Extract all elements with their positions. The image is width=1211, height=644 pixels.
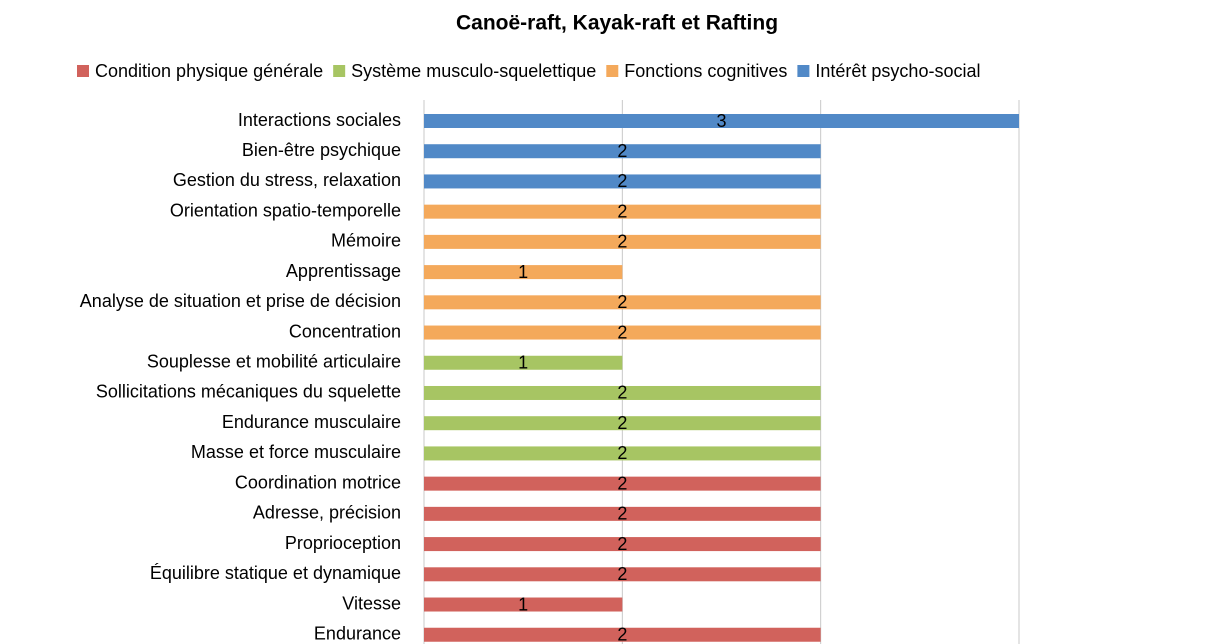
data-label: 2 <box>617 171 627 191</box>
data-label: 2 <box>617 413 627 433</box>
y-tick-label: Endurance musculaire <box>222 412 401 432</box>
data-label: 2 <box>617 292 627 312</box>
y-tick-label: Interactions sociales <box>238 110 401 130</box>
y-tick-label: Coordination motrice <box>235 472 401 492</box>
data-label: 2 <box>617 504 627 524</box>
legend-swatch <box>797 65 810 77</box>
y-tick-label: Adresse, précision <box>253 503 401 523</box>
y-tick-label: Analyse de situation et prise de décisio… <box>80 291 401 311</box>
bar <box>424 385 821 400</box>
bar <box>424 114 1019 128</box>
data-label: 2 <box>617 201 627 221</box>
bar <box>424 144 821 159</box>
y-tick-label: Sollicitations mécaniques du squelette <box>96 382 401 402</box>
y-tick-label: Concentration <box>289 321 401 341</box>
y-tick-label: Mémoire <box>331 231 401 251</box>
y-tick-label: Endurance <box>314 623 401 643</box>
bar <box>424 204 821 219</box>
data-label: 2 <box>617 624 627 644</box>
bar <box>424 325 821 340</box>
legend-label: Fonctions cognitives <box>624 61 787 81</box>
data-label: 3 <box>716 111 726 131</box>
y-tick-label: Bien-être psychique <box>242 140 401 160</box>
data-label: 2 <box>617 322 627 342</box>
bar <box>424 476 821 491</box>
y-tick-label: Masse et force musculaire <box>191 442 401 462</box>
legend-swatch <box>333 65 346 77</box>
data-label: 2 <box>617 534 627 554</box>
data-label: 2 <box>617 232 627 252</box>
legend-label: Condition physique générale <box>95 61 323 81</box>
y-tick-label: Proprioception <box>285 533 401 553</box>
data-label: 1 <box>518 262 528 282</box>
legend-label: Intérêt psycho-social <box>815 61 980 81</box>
bar <box>424 234 821 249</box>
bar <box>424 506 821 521</box>
bar <box>424 537 821 552</box>
y-tick-label: Orientation spatio-temporelle <box>170 200 401 220</box>
data-label: 2 <box>617 141 627 161</box>
bar <box>424 597 623 612</box>
data-label: 1 <box>518 353 528 373</box>
chart-title: Canoë-raft, Kayak-raft et Rafting <box>456 12 778 35</box>
y-tick-label: Gestion du stress, relaxation <box>173 170 401 190</box>
data-label: 2 <box>617 383 627 403</box>
legend-swatch <box>77 65 89 77</box>
y-tick-label: Apprentissage <box>286 261 401 281</box>
bar <box>424 567 821 582</box>
y-tick-label: Équilibre statique et dynamique <box>150 563 401 583</box>
data-label: 2 <box>617 564 627 584</box>
bar <box>424 446 821 461</box>
legend-swatch <box>606 65 619 77</box>
data-label: 2 <box>617 473 627 493</box>
bar <box>424 355 623 370</box>
bar <box>424 295 821 310</box>
bar <box>424 174 821 189</box>
data-label: 1 <box>518 594 528 614</box>
y-tick-label: Souplesse et mobilité articulaire <box>147 352 401 372</box>
legend-label: Système musculo-squelettique <box>351 61 596 81</box>
bar <box>424 627 821 642</box>
bar <box>424 265 623 280</box>
bar <box>424 416 821 431</box>
data-label: 2 <box>617 443 627 463</box>
y-tick-label: Vitesse <box>342 593 401 613</box>
